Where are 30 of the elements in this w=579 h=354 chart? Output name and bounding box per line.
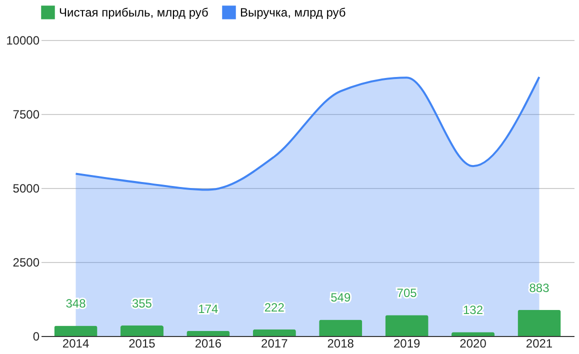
x-tick-label: 2020: [460, 336, 487, 350]
y-tick-label: 2500: [12, 256, 40, 270]
data-label: 222: [264, 300, 285, 314]
data-label: 348: [66, 296, 86, 311]
bar: [120, 325, 164, 336]
x-tick-label: 2016: [194, 336, 222, 350]
x-tick-label: 2017: [261, 336, 288, 350]
data-label: 549: [330, 290, 351, 305]
y-tick-label: 0: [32, 330, 40, 344]
data-label: 355: [132, 296, 152, 310]
bar: [518, 310, 561, 336]
x-tick-label: 2015: [128, 336, 156, 350]
data-label: 883: [529, 280, 550, 295]
y-tick-label: 10000: [6, 34, 40, 48]
bar: [385, 315, 428, 336]
legend-label: Чистая прибыль, млрд руб: [59, 5, 209, 20]
x-tick-label: 2021: [526, 336, 553, 350]
y-tick-label: 7500: [12, 108, 40, 122]
legend-label: Выручка, млрд руб: [240, 5, 346, 20]
data-label: 132: [463, 303, 484, 318]
bar: [186, 330, 230, 336]
x-tick-label: 2018: [327, 336, 354, 350]
x-tick-label: 2014: [62, 336, 90, 350]
data-label: 705: [396, 286, 418, 300]
y-tick-label: 5000: [12, 182, 40, 196]
bar: [319, 320, 362, 336]
bar: [54, 326, 98, 336]
bar: [252, 329, 296, 336]
x-tick-label: 2019: [393, 336, 420, 350]
data-label: 174: [198, 302, 219, 316]
